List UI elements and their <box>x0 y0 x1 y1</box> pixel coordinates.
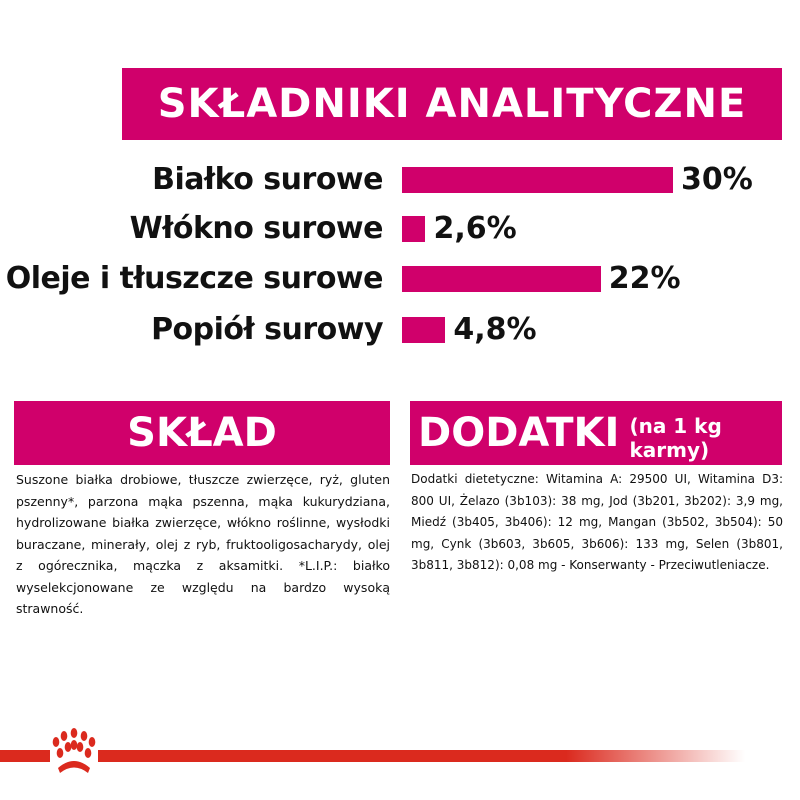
analytical-value: 22% <box>608 261 681 296</box>
composition-header: SKŁAD <box>14 401 390 465</box>
analytical-bar <box>402 167 673 193</box>
brand-stripe <box>0 750 745 762</box>
analytical-value: 2,6% <box>433 211 517 246</box>
analytical-label: Oleje i tłuszcze surowe <box>5 261 384 296</box>
additives-subtitle: (na 1 kg karmy) <box>629 414 722 462</box>
analytical-bar <box>402 266 601 292</box>
crown-icon <box>50 728 98 778</box>
analytical-label: Włókno surowe <box>129 211 384 246</box>
analytical-label: Białko surowe <box>152 162 383 197</box>
analytical-bar <box>402 216 426 242</box>
analytical-row: Popiół surowy 4,8% <box>0 310 800 350</box>
analytical-title-banner: SKŁADNIKI ANALITYCZNE <box>122 68 782 140</box>
additives-text: Dodatki dietetyczne: Witamina A: 29500 U… <box>411 472 783 572</box>
analytical-bar <box>402 317 446 343</box>
analytical-label: Popiół surowy <box>151 312 383 347</box>
additives-title: DODATKI <box>418 410 620 456</box>
analytical-row: Oleje i tłuszcze surowe 22% <box>0 259 800 299</box>
analytical-row: Białko surowe 30% <box>0 160 800 200</box>
analytical-value: 30% <box>681 162 753 197</box>
additives-header: DODATKI (na 1 kg karmy) <box>410 401 782 465</box>
analytical-value: 4,8% <box>453 312 537 347</box>
analytical-row: Włókno surowe 2,6% <box>0 209 800 249</box>
analytical-title: SKŁADNIKI ANALITYCZNE <box>157 81 747 127</box>
composition-text: Suszone białka drobiowe, tłuszcze zwierz… <box>16 472 390 616</box>
composition-title: SKŁAD <box>127 410 277 456</box>
